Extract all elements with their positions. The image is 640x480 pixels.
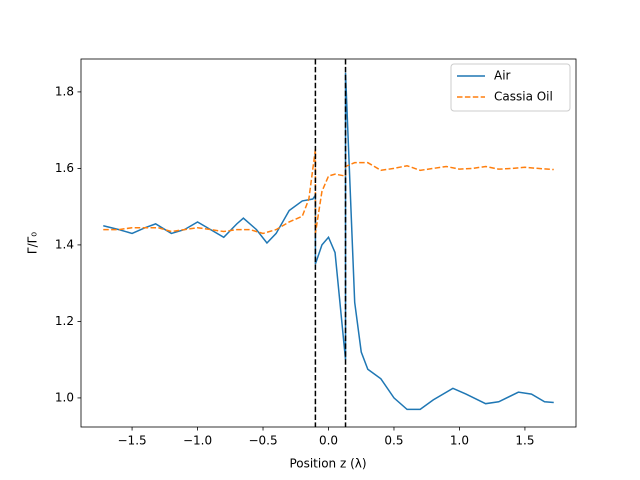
x-tick-label: 0.5	[384, 434, 403, 448]
legend-label: Air	[494, 69, 511, 83]
y-axis-label: Γ/Γ₀	[26, 232, 40, 254]
legend-label: Cassia Oil	[494, 90, 553, 104]
x-tick-label: 0.0	[319, 434, 338, 448]
legend-box	[450, 63, 571, 112]
x-tick-label: 1.0	[450, 434, 469, 448]
plot-frame	[80, 58, 577, 428]
line-series	[103, 72, 554, 411]
line-series	[103, 149, 554, 235]
x-axis-label: Position z (λ)	[289, 457, 366, 471]
x-tick-label: −0.5	[248, 434, 277, 448]
y-tick-label: 1.0	[55, 390, 74, 404]
x-tick-label: −1.0	[183, 434, 212, 448]
y-tick-label: 1.2	[55, 314, 74, 328]
x-tick-label: 1.5	[515, 434, 534, 448]
y-tick-label: 1.4	[55, 237, 74, 251]
y-tick-label: 1.6	[55, 161, 74, 175]
x-tick-label: −1.5	[118, 434, 147, 448]
y-tick-label: 1.8	[55, 84, 74, 98]
